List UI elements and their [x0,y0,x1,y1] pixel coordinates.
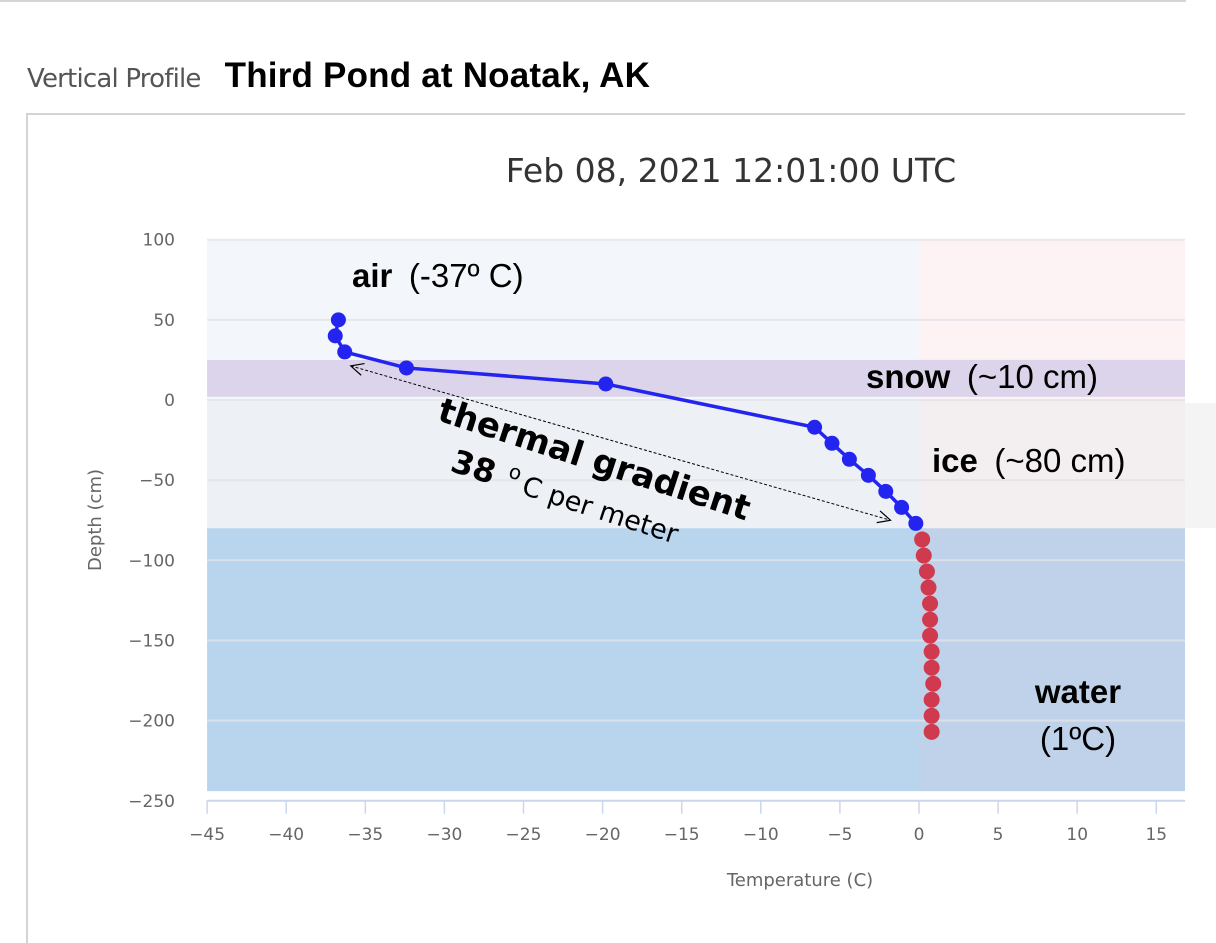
water-point [923,659,940,676]
x-axis-title: Temperature (C) [726,870,873,891]
arrowhead [349,362,365,376]
grid-lines [207,238,1185,722]
y-tick-label: −150 [128,631,175,651]
snow-band [207,359,1186,397]
ice-band-extension [1185,403,1216,528]
x-tick-label: −40 [268,825,304,845]
water-label: water [1034,673,1121,710]
ice-band-positive [919,400,1185,529]
series [327,312,942,740]
water-point [915,547,932,564]
x-tick-label: −5 [827,825,852,845]
x-tick-label: −25 [506,825,542,845]
gradient-arrow-shaft [350,365,891,521]
y-tick-label: −50 [139,471,175,491]
x-tick-label: −20 [585,825,621,845]
water-point [922,627,939,644]
snow-annotation: snow (~10 cm) [866,357,1098,396]
ice-annotation: ice (~80 cm) [932,441,1126,480]
y-tick-label: 50 [153,311,175,331]
y-tick-label: −250 [128,792,175,812]
water-point [923,723,940,740]
x-tick-label: 15 [1145,825,1167,845]
x-tick-label: 5 [993,825,1004,845]
air-label: air [352,257,393,294]
water-point [923,707,940,724]
x-tick-label: 10 [1066,825,1088,845]
air-ice-point [894,499,910,515]
gradient-arrow [349,362,892,524]
page-header: Vertical Profile Third Pond at Noatak, A… [27,56,650,100]
water-point [923,643,940,660]
y-tick-label: 0 [164,391,175,411]
water-band-positive [919,528,1185,792]
air-ice-point [807,419,823,435]
water-point [925,675,942,692]
snow-label: snow [866,358,951,395]
ice-label: ice [932,442,978,479]
water-point [922,595,939,612]
air-ice-point [841,451,857,467]
ice-band [207,400,920,529]
air-ice-point [398,360,414,376]
ice-value: (~80 cm) [994,442,1125,479]
plot-background [207,239,1186,792]
air-ice-point [598,376,614,392]
air-ice-point [860,467,876,483]
water-point [920,579,937,596]
x-tick-label: −10 [743,825,779,845]
y-axis-title: Depth (cm) [85,469,106,571]
axes: −45 −40 −35 −30 −25 −20 −15 −10 −5 0 5 10 15100500−5… [85,231,1185,891]
chart-card [26,113,1185,943]
x-tick-label: −35 [347,825,383,845]
air-ice-point [908,515,924,531]
section-label: Vertical Profile [27,64,201,94]
water-band [207,528,920,792]
x-tick-label: −15 [664,825,700,845]
water-value: (1ºC) [1040,720,1116,757]
snow-value: (~10 cm) [967,358,1098,395]
arrowhead [876,510,892,524]
top-divider [0,0,1186,2]
y-tick-label: −200 [128,712,175,732]
air-ice-point [878,483,894,499]
chart-title: Feb 08, 2021 12:01:00 UTC [506,151,956,190]
site-title: Third Pond at Noatak, AK [224,56,651,95]
water-point [923,691,940,708]
y-tick-label: 100 [143,231,175,251]
air-annotation: air (-37º C) [352,256,524,295]
water-point [914,531,931,548]
x-tick-label: −30 [426,825,462,845]
x-tick-label: −45 [189,825,225,845]
air-ice-point [824,435,840,451]
air-value: (-37º C) [409,257,524,294]
water-point [922,611,939,628]
air-ice-point [327,328,343,344]
x-tick-label: 0 [914,825,925,845]
water-point [918,563,935,580]
air-ice-point [337,344,353,360]
air-ice-point [330,312,346,328]
y-tick-label: −100 [128,551,175,571]
